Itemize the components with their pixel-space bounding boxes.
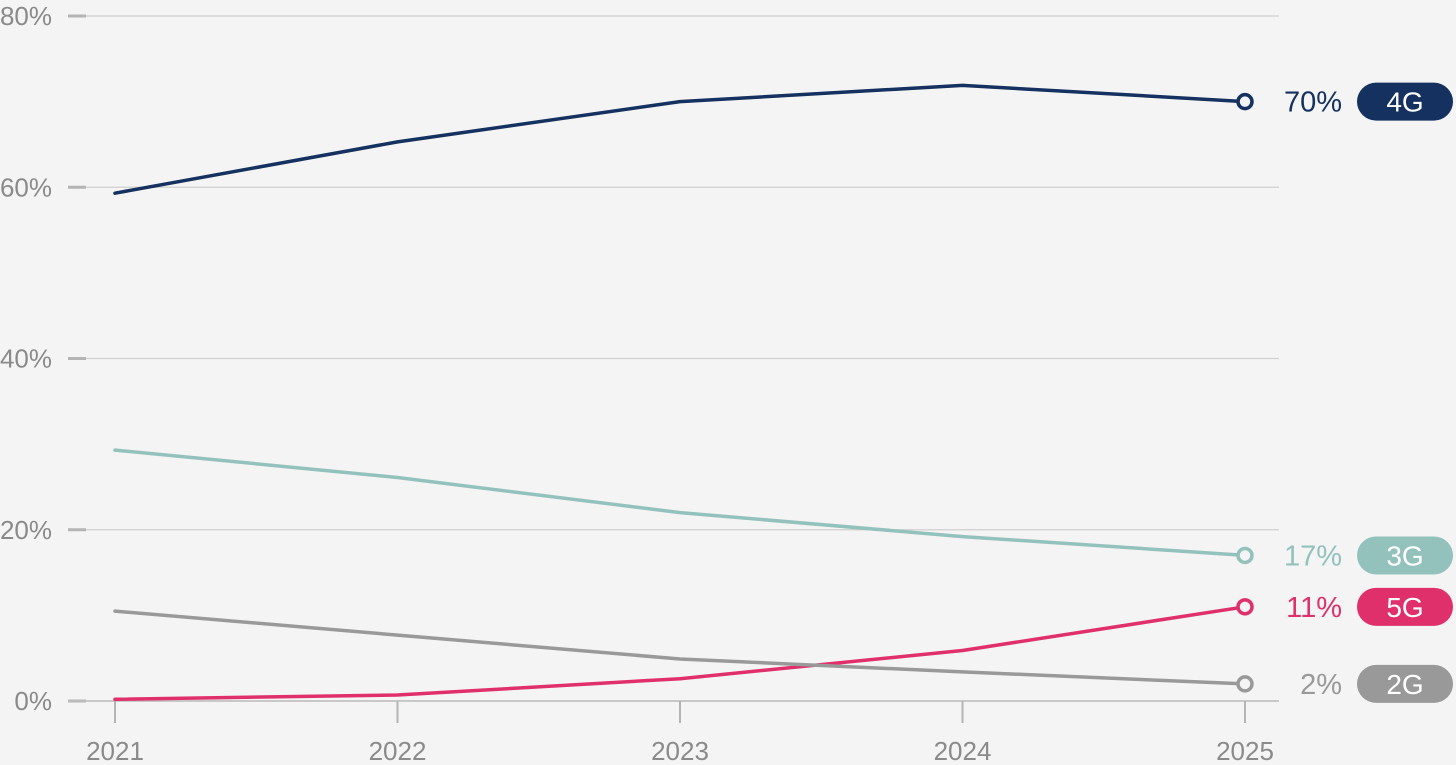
series-badge-5g [1357, 587, 1453, 626]
series-badge-3g [1357, 536, 1453, 575]
y-tick-label: 0% [14, 686, 52, 716]
series-badge-label-2g: 2G [1386, 669, 1423, 700]
series-line-5g [113, 605, 1247, 702]
series-badge-label-4g: 4G [1386, 87, 1423, 118]
y-tick-label: 80% [0, 1, 52, 31]
y-tick-label: 20% [0, 515, 52, 545]
grid [68, 15, 1279, 702]
y-tick-label: 40% [0, 344, 52, 374]
end-marker-3g [1236, 546, 1254, 565]
series-line-2g [113, 609, 1247, 686]
series-line-4g [113, 83, 1247, 195]
x-tick-label: 2024 [934, 736, 992, 765]
x-tick-label: 2025 [1216, 736, 1274, 765]
series-lines [113, 83, 1254, 702]
series-badge-label-5g: 5G [1386, 592, 1423, 623]
series-badge-2g [1357, 664, 1453, 703]
x-axis: 2021 2022 2023 2024 2025 [68, 700, 1279, 765]
x-tick-label: 2022 [369, 736, 427, 765]
end-marker-4g [1236, 92, 1254, 111]
series-line-3g [113, 448, 1247, 558]
end-value-label-2g: 2% [1300, 669, 1342, 701]
series-badge-4g [1357, 82, 1453, 121]
x-tick-label: 2021 [86, 736, 144, 765]
end-marker-5g [1236, 598, 1254, 616]
x-tick-label: 2023 [651, 736, 709, 765]
end-labels: 70% 4G 17% 3G 11% 5G 2% 2G [1284, 82, 1453, 703]
series-badge-label-3g: 3G [1386, 540, 1423, 571]
y-tick-label: 60% [0, 172, 52, 202]
end-marker-2g [1236, 675, 1254, 693]
end-value-label-5g: 11% [1286, 592, 1342, 624]
y-axis: 0% 20% 40% 60% 80% [0, 1, 86, 716]
end-value-label-3g: 17% [1284, 540, 1342, 572]
end-value-label-4g: 70% [1284, 87, 1342, 119]
